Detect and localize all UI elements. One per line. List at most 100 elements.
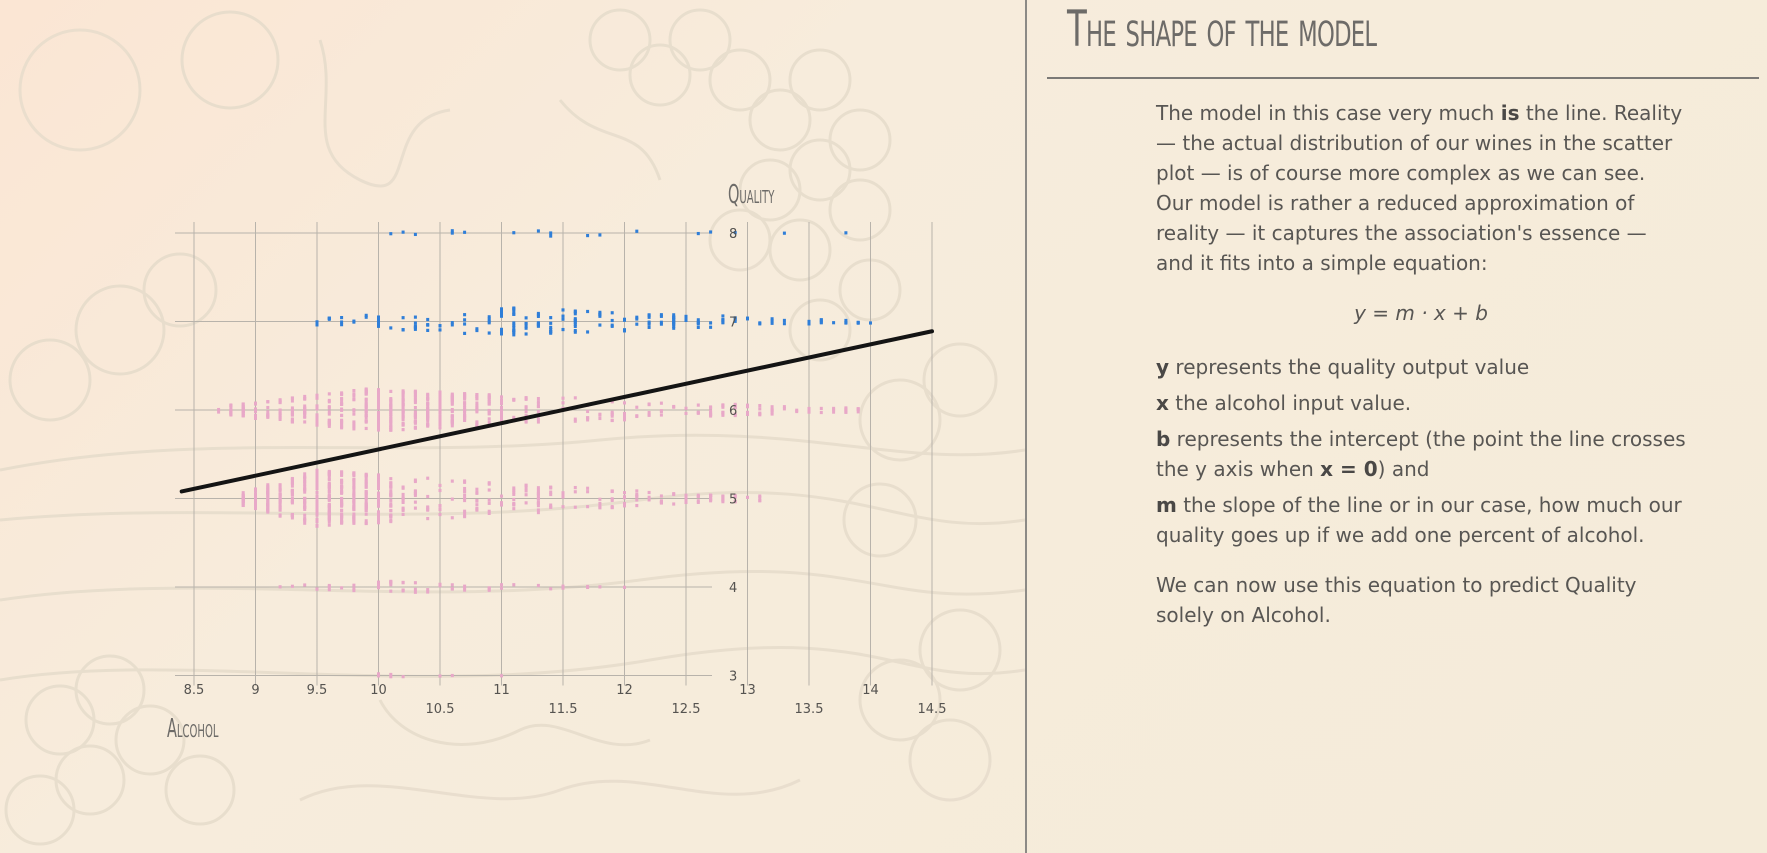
data-point xyxy=(364,426,368,431)
data-point xyxy=(623,585,626,589)
data-point xyxy=(413,506,417,510)
data-point xyxy=(389,672,393,677)
data-point xyxy=(536,504,540,508)
data-point xyxy=(684,495,688,499)
data-point xyxy=(303,521,307,525)
data-point xyxy=(413,406,417,410)
data-point xyxy=(684,316,688,320)
data-point xyxy=(500,308,503,312)
explanation-text: The model in this case very much is the … xyxy=(1156,98,1686,630)
data-point xyxy=(377,582,380,586)
y-axis-title: Quality xyxy=(728,180,775,210)
data-point xyxy=(364,419,368,423)
data-point xyxy=(327,476,331,481)
data-point xyxy=(352,497,356,501)
data-point xyxy=(278,505,282,509)
data-point xyxy=(315,478,319,482)
data-point xyxy=(340,320,344,324)
data-point xyxy=(352,485,356,490)
data-point xyxy=(364,501,368,505)
x-tick-label: 10 xyxy=(370,683,387,698)
data-point xyxy=(586,505,590,509)
data-point xyxy=(315,587,319,591)
data-point xyxy=(327,523,331,527)
data-point xyxy=(721,495,725,499)
data-point xyxy=(315,415,319,419)
data-point xyxy=(327,520,331,524)
data-point xyxy=(807,406,811,411)
x-axis-title: Alcohol xyxy=(167,714,219,744)
intro-text-part-1: The model in this case very much xyxy=(1156,101,1501,125)
data-point xyxy=(327,489,331,494)
data-point xyxy=(254,492,257,496)
data-point xyxy=(315,499,319,504)
data-point xyxy=(389,477,393,481)
data-point xyxy=(475,503,479,507)
data-point xyxy=(340,485,344,490)
data-point xyxy=(278,411,282,416)
data-point xyxy=(315,482,319,486)
data-point xyxy=(672,313,676,317)
data-point xyxy=(758,499,762,503)
data-point xyxy=(598,504,602,508)
data-point xyxy=(844,410,848,414)
data-point xyxy=(487,511,491,515)
data-point xyxy=(573,312,577,316)
data-point xyxy=(696,494,700,499)
data-point xyxy=(524,326,528,330)
data-point xyxy=(352,512,356,516)
data-point xyxy=(401,394,405,398)
data-point xyxy=(782,318,786,323)
data-point xyxy=(303,482,307,486)
data-point xyxy=(487,587,491,591)
data-point xyxy=(524,406,528,410)
data-point xyxy=(659,314,663,318)
data-point xyxy=(475,401,479,405)
data-point xyxy=(364,479,368,483)
data-point xyxy=(413,478,417,482)
x-tick-label: 9.5 xyxy=(307,683,328,698)
data-point xyxy=(586,409,590,414)
data-point xyxy=(721,318,725,322)
data-point xyxy=(303,420,307,424)
data-point xyxy=(426,476,430,480)
data-point xyxy=(340,424,344,428)
data-point xyxy=(487,315,491,319)
data-point xyxy=(352,521,356,525)
data-point xyxy=(413,426,417,430)
data-point xyxy=(315,420,319,425)
data-point xyxy=(598,497,602,501)
data-point xyxy=(672,324,676,329)
intro-emphasis: is xyxy=(1500,101,1520,125)
data-point xyxy=(290,496,294,501)
data-point xyxy=(340,586,344,590)
data-point xyxy=(819,321,823,325)
y-tick-label: 7 xyxy=(729,316,737,331)
data-point xyxy=(389,326,393,330)
data-point xyxy=(389,417,393,421)
data-point xyxy=(401,580,405,585)
data-point xyxy=(819,406,823,411)
data-point xyxy=(290,417,294,421)
data-point xyxy=(438,504,442,508)
data-point xyxy=(463,490,467,494)
data-point xyxy=(241,414,245,418)
data-point xyxy=(377,512,380,516)
data-point xyxy=(401,589,405,593)
data-point xyxy=(598,585,602,589)
data-point xyxy=(610,318,614,323)
data-point xyxy=(721,413,725,417)
data-point xyxy=(254,413,257,417)
data-point xyxy=(598,323,602,327)
data-point xyxy=(389,514,393,519)
data-point xyxy=(659,401,663,405)
data-point xyxy=(327,419,331,423)
data-point xyxy=(389,583,393,587)
data-point xyxy=(377,473,380,477)
data-point xyxy=(524,414,528,418)
data-point xyxy=(401,492,405,497)
vineyard-background-illustration xyxy=(0,8,1025,846)
data-point xyxy=(684,314,688,319)
data-point xyxy=(463,313,467,317)
data-point xyxy=(500,586,503,590)
